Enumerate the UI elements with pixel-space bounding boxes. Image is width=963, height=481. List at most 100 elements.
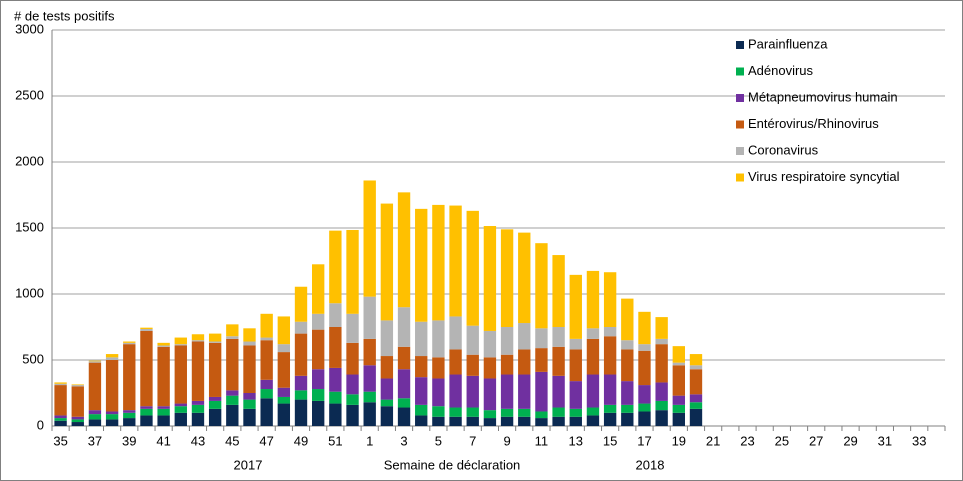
bar-segment xyxy=(432,204,445,321)
x-tick-label: 45 xyxy=(225,433,239,448)
bar-segment xyxy=(71,386,84,417)
bar-segment xyxy=(329,230,342,304)
bar-segment xyxy=(586,407,600,416)
x-tick-label: 51 xyxy=(328,433,342,448)
bar-segment xyxy=(500,354,514,375)
x-tick-label: 47 xyxy=(259,433,273,448)
bar-segment xyxy=(603,374,617,405)
bar-segment xyxy=(208,400,222,409)
bar-segment xyxy=(415,321,428,357)
bar-segment xyxy=(586,270,600,329)
bar-segment xyxy=(415,415,428,426)
y-axis-label: # de tests positifs xyxy=(14,8,115,23)
bar-segment xyxy=(174,345,187,404)
bar-segment xyxy=(483,418,497,426)
x-tick-label: 31 xyxy=(878,433,892,448)
y-tick-label: 0 xyxy=(37,417,44,432)
legend-swatch xyxy=(736,67,744,76)
bar-segment xyxy=(689,408,703,426)
bar-segment xyxy=(672,395,685,405)
y-tick-label: 1500 xyxy=(15,219,44,234)
bar-segment xyxy=(294,390,308,400)
bar-segment xyxy=(260,313,273,338)
bar-segment xyxy=(157,346,170,407)
bar-segment xyxy=(466,325,479,355)
bar-segment xyxy=(689,365,703,370)
bar-segment xyxy=(123,410,136,413)
bar-segment xyxy=(312,369,325,390)
bar-segment xyxy=(638,350,651,386)
bar-segment xyxy=(363,338,376,366)
bar-segment xyxy=(294,375,308,391)
bar-segment xyxy=(397,346,411,370)
x-tick-label: 39 xyxy=(122,433,136,448)
bar-segment xyxy=(655,338,668,345)
x-tick-label: 19 xyxy=(672,433,686,448)
bar-segment xyxy=(535,243,548,329)
bar-segment xyxy=(312,264,325,314)
bar-segment xyxy=(260,337,273,341)
legend-label: Virus respiratoire syncytial xyxy=(748,169,900,184)
bar-segment xyxy=(689,369,703,395)
bar-segment xyxy=(243,328,256,342)
bar-segment xyxy=(415,356,428,378)
bar-segment xyxy=(638,385,651,404)
bar-segment xyxy=(569,416,582,426)
bar-segment xyxy=(71,416,84,420)
bar-segment xyxy=(243,393,256,400)
bar-segment xyxy=(346,229,359,314)
bar-segment xyxy=(363,391,376,403)
bar-segment xyxy=(432,378,445,407)
bar-segment xyxy=(672,362,685,366)
bar-segment xyxy=(123,344,136,411)
bar-segment xyxy=(535,418,548,426)
legend-swatch xyxy=(736,41,744,49)
bar-segment xyxy=(655,382,668,401)
bar-segment xyxy=(638,344,651,351)
bar-segment xyxy=(689,402,703,409)
bar-segment xyxy=(672,404,685,413)
x-tick-label: 35 xyxy=(53,433,67,448)
bar-segment xyxy=(449,205,462,317)
bar-segment xyxy=(432,406,445,417)
bar-segment xyxy=(312,400,325,426)
bar-segment xyxy=(54,415,67,419)
bar-segment xyxy=(466,354,479,376)
bar-segment xyxy=(88,361,102,363)
bar-segment xyxy=(312,389,325,401)
bar-segment xyxy=(552,416,565,426)
y-tick-label: 1000 xyxy=(15,285,44,300)
bar-segment xyxy=(157,345,170,347)
year-label: 2017 xyxy=(234,457,263,472)
x-tick-label: 21 xyxy=(706,433,720,448)
bar-segment xyxy=(586,338,600,375)
bar-segment xyxy=(329,367,342,392)
y-tick-label: 3000 xyxy=(15,21,44,36)
bar-segment xyxy=(397,369,411,399)
legend-swatch xyxy=(736,120,744,129)
bar-segment xyxy=(123,342,136,345)
bar-segment xyxy=(105,354,119,358)
bar-segment xyxy=(655,400,668,411)
bar-segment xyxy=(346,404,359,426)
bar-segment xyxy=(621,381,634,405)
bar-segment xyxy=(586,328,600,339)
y-tick-label: 500 xyxy=(22,351,44,366)
bar-segment xyxy=(518,374,531,409)
bar-segment xyxy=(569,349,582,382)
bar-segment xyxy=(380,320,394,357)
bar-segment xyxy=(689,354,703,366)
bar-segment xyxy=(552,327,565,347)
bar-segment xyxy=(54,418,67,421)
bar-segment xyxy=(277,352,291,388)
bar-segment xyxy=(208,342,222,397)
bar-segment xyxy=(260,389,273,399)
bar-segment xyxy=(621,404,634,413)
x-tick-label: 9 xyxy=(503,433,510,448)
bar-segment xyxy=(397,407,411,426)
bar-segment xyxy=(569,408,582,417)
legend-label: Coronavirus xyxy=(748,142,819,157)
bar-segment xyxy=(105,419,119,426)
bar-segment xyxy=(518,416,531,426)
bar-segment xyxy=(500,374,514,409)
